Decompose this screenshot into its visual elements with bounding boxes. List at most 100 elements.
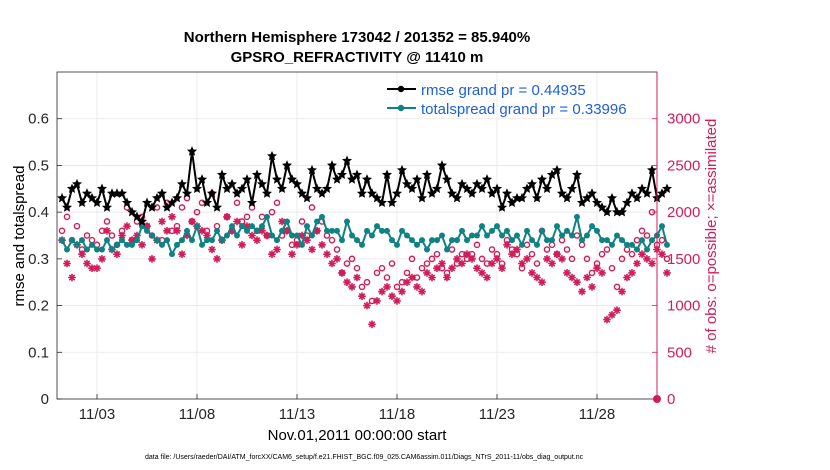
possible-point — [483, 260, 491, 267]
assimilated-point — [628, 269, 636, 277]
assimilated-point — [163, 227, 171, 235]
possible-point — [223, 213, 231, 221]
possible-point — [423, 260, 431, 267]
possible-point — [308, 204, 316, 211]
rmse-point — [246, 197, 258, 207]
rmse-point — [646, 164, 658, 175]
rmse-point — [71, 178, 83, 189]
totalspread-point — [484, 232, 490, 239]
totalspread-point — [84, 246, 90, 253]
totalspread-point — [529, 237, 535, 244]
totalspread-point — [454, 237, 460, 244]
assimilated-point — [288, 250, 296, 258]
totalspread-point — [119, 237, 125, 244]
totalspread-point — [384, 227, 390, 234]
totalspread-point — [69, 237, 75, 244]
totalspread-point — [639, 237, 645, 244]
possible-point — [418, 264, 426, 272]
assimilated-point — [263, 231, 271, 240]
possible-point — [73, 222, 81, 230]
rmse-point — [356, 188, 368, 198]
assimilated-point — [208, 245, 216, 254]
totalspread-point — [589, 223, 595, 230]
possible-point — [528, 250, 536, 258]
totalspread-point — [414, 241, 420, 248]
y-right-tick-label: 0 — [667, 391, 675, 408]
assimilated-point — [63, 259, 71, 268]
rmse-point — [496, 202, 508, 212]
rmse-point — [566, 183, 578, 193]
y-right-tick-label: 2500 — [667, 157, 700, 174]
totalspread-point — [404, 232, 410, 239]
assimilated-point — [483, 273, 491, 282]
totalspread-point — [424, 246, 430, 253]
assimilated-point — [203, 231, 211, 240]
assimilated-point — [388, 292, 396, 300]
possible-point — [553, 250, 561, 258]
assimilated-point — [538, 278, 546, 286]
possible-point — [298, 218, 306, 225]
rmse-point — [476, 183, 488, 193]
rmse-point — [636, 183, 648, 193]
rmse-point — [291, 178, 303, 189]
assimilated-point — [233, 217, 241, 226]
possible-point — [193, 208, 201, 216]
assimilated-point — [623, 273, 631, 282]
rmse-point — [81, 188, 93, 198]
rmse-point — [531, 192, 543, 203]
legend: rmse grand pr = 0.44935 totalspread gran… — [387, 82, 627, 118]
totalspread-point — [609, 241, 615, 248]
assimilated-point — [148, 255, 156, 263]
totalspread-point — [409, 237, 415, 244]
assimilated-point — [88, 264, 96, 272]
totalspread-point — [269, 232, 275, 239]
totalspread-point — [489, 227, 495, 234]
series-rmse — [56, 146, 673, 226]
assimilated-point — [518, 259, 526, 268]
assimilated-point — [543, 255, 551, 263]
rmse-point — [461, 183, 473, 193]
possible-point — [348, 255, 356, 263]
possible-point — [243, 213, 251, 221]
assimilated-point — [358, 292, 366, 300]
rmse-point — [361, 174, 373, 184]
possible-point — [333, 246, 341, 253]
x-tick-label: 11/23 — [479, 406, 515, 423]
rmse-point — [601, 206, 613, 217]
assimilated-point — [438, 259, 446, 268]
totalspread-point — [159, 241, 165, 248]
rmse-point — [381, 169, 393, 179]
rmse-point — [116, 188, 128, 198]
possible-point — [358, 283, 366, 291]
rmse-point — [591, 197, 603, 207]
rmse-point — [256, 178, 268, 189]
possible-point — [63, 213, 71, 221]
possible-point — [603, 246, 611, 253]
totalspread-point — [494, 223, 500, 230]
assimilated-point — [583, 273, 591, 282]
rmse-point — [91, 197, 103, 207]
totalspread-point — [594, 227, 600, 234]
totalspread-point — [334, 227, 340, 234]
chart-title: Northern Hemisphere 173042 / 201352 = 85… — [184, 29, 530, 46]
assimilated-point — [98, 255, 106, 263]
assimilated-point — [448, 264, 456, 272]
totalspread-point — [374, 223, 380, 230]
totalspread-point — [284, 218, 290, 225]
legend-rmse-label: rmse grand pr = 0.44935 — [421, 82, 586, 99]
assimilated-point — [328, 259, 336, 268]
legend-rmse-marker — [397, 85, 405, 93]
possible-point — [203, 227, 211, 235]
assimilated-point — [398, 287, 406, 296]
totalspread-point — [79, 237, 85, 244]
assimilated-point — [548, 259, 556, 268]
assimilated-point — [378, 287, 386, 296]
possible-point — [443, 269, 451, 277]
rmse-point — [216, 169, 228, 179]
totalspread-point — [274, 237, 280, 244]
chart-subtitle: GPSRO_REFRACTIVITY @ 11410 m — [231, 49, 484, 66]
possible-point — [478, 255, 486, 263]
rmse-point — [446, 188, 458, 198]
possible-point — [338, 269, 346, 277]
rmse-point — [641, 188, 653, 198]
